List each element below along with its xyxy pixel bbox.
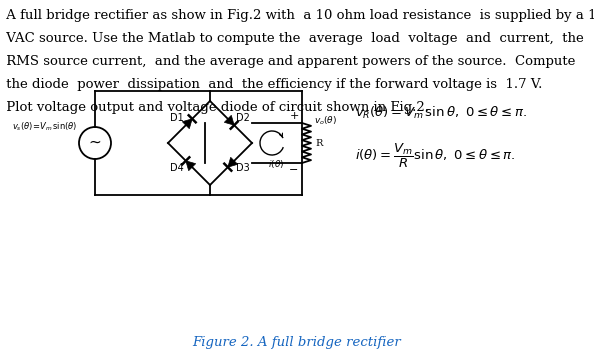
Polygon shape <box>182 119 192 129</box>
Text: D3: D3 <box>236 163 250 173</box>
Text: D4: D4 <box>170 163 184 173</box>
Text: $v_s(\theta)\!=\!V_m\,\sin(\theta)$: $v_s(\theta)\!=\!V_m\,\sin(\theta)$ <box>12 121 77 133</box>
Text: the diode  power  dissipation  and  the efficiency if the forward voltage is  1.: the diode power dissipation and the effi… <box>2 78 542 91</box>
Text: Plot voltage output and voltage diode of circuit shown in Fig.2.: Plot voltage output and voltage diode of… <box>2 101 429 114</box>
Text: VAC source. Use the Matlab to compute the  average  load  voltage  and  current,: VAC source. Use the Matlab to compute th… <box>2 32 584 45</box>
Text: −: − <box>289 165 299 175</box>
Text: $v_o(\theta)$: $v_o(\theta)$ <box>314 115 337 127</box>
Polygon shape <box>228 157 238 167</box>
Text: Figure 2. A full bridge rectifier: Figure 2. A full bridge rectifier <box>192 336 402 349</box>
Text: R: R <box>315 139 323 148</box>
Text: $i(\theta)$: $i(\theta)$ <box>268 158 284 170</box>
Text: D1: D1 <box>170 113 184 123</box>
Text: +: + <box>289 111 299 121</box>
Text: RMS source current,  and the average and apparent powers of the source.  Compute: RMS source current, and the average and … <box>2 55 576 68</box>
Text: D2: D2 <box>236 113 250 123</box>
Text: $v_R(\theta) = V_m\,\sin\theta,\ 0\leq\theta\leq\pi.$: $v_R(\theta) = V_m\,\sin\theta,\ 0\leq\t… <box>355 105 527 121</box>
Text: A full bridge rectifier as show in Fig.2 with  a 10 ohm load resistance  is supp: A full bridge rectifier as show in Fig.2… <box>2 9 594 22</box>
Text: ~: ~ <box>89 135 102 149</box>
Text: $i(\theta) = \dfrac{V_m}{R}\sin\theta,\ 0\leq\theta\leq\pi.$: $i(\theta) = \dfrac{V_m}{R}\sin\theta,\ … <box>355 142 516 170</box>
Polygon shape <box>225 115 234 125</box>
Polygon shape <box>186 161 195 171</box>
